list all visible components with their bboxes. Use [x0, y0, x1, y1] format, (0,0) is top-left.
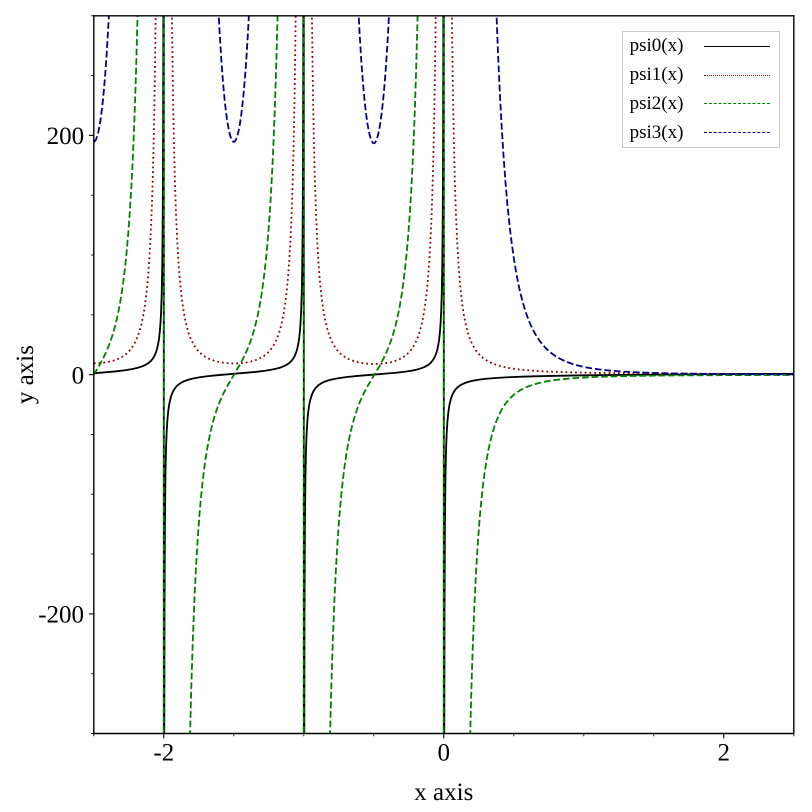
svg-text:0: 0: [438, 740, 451, 767]
svg-text:y axis: y axis: [12, 345, 39, 404]
svg-text:200: 200: [47, 123, 85, 150]
svg-text:0: 0: [72, 362, 85, 389]
svg-text:-2: -2: [153, 740, 174, 767]
svg-text:x axis: x axis: [414, 779, 473, 806]
svg-text:-200: -200: [38, 602, 84, 629]
svg-text:2: 2: [718, 740, 731, 767]
